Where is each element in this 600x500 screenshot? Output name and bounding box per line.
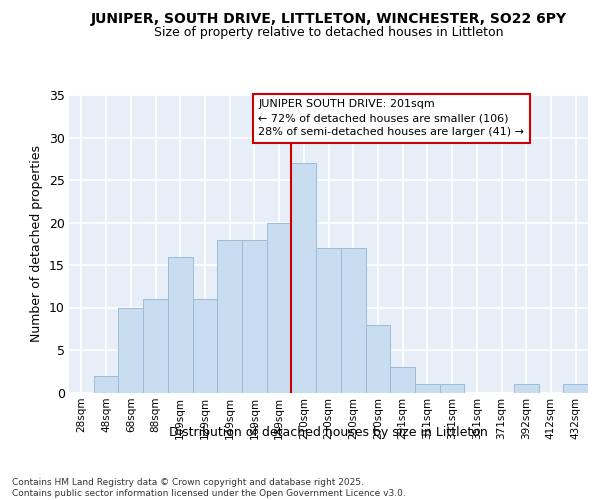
Bar bbox=[94, 376, 118, 392]
Bar bbox=[316, 248, 341, 392]
Bar bbox=[292, 163, 316, 392]
Bar bbox=[514, 384, 539, 392]
Bar bbox=[563, 384, 588, 392]
Text: Distribution of detached houses by size in Littleton: Distribution of detached houses by size … bbox=[169, 426, 488, 439]
Bar bbox=[143, 299, 168, 392]
Bar bbox=[440, 384, 464, 392]
Bar bbox=[415, 384, 440, 392]
Bar bbox=[365, 324, 390, 392]
Text: JUNIPER SOUTH DRIVE: 201sqm
← 72% of detached houses are smaller (106)
28% of se: JUNIPER SOUTH DRIVE: 201sqm ← 72% of det… bbox=[259, 100, 524, 138]
Bar bbox=[341, 248, 365, 392]
Bar bbox=[168, 256, 193, 392]
Bar bbox=[118, 308, 143, 392]
Text: JUNIPER, SOUTH DRIVE, LITTLETON, WINCHESTER, SO22 6PY: JUNIPER, SOUTH DRIVE, LITTLETON, WINCHES… bbox=[91, 12, 567, 26]
Text: Size of property relative to detached houses in Littleton: Size of property relative to detached ho… bbox=[154, 26, 503, 39]
Bar bbox=[242, 240, 267, 392]
Bar bbox=[217, 240, 242, 392]
Bar bbox=[193, 299, 217, 392]
Bar bbox=[390, 367, 415, 392]
Bar bbox=[267, 222, 292, 392]
Text: Contains HM Land Registry data © Crown copyright and database right 2025.
Contai: Contains HM Land Registry data © Crown c… bbox=[12, 478, 406, 498]
Y-axis label: Number of detached properties: Number of detached properties bbox=[31, 145, 43, 342]
